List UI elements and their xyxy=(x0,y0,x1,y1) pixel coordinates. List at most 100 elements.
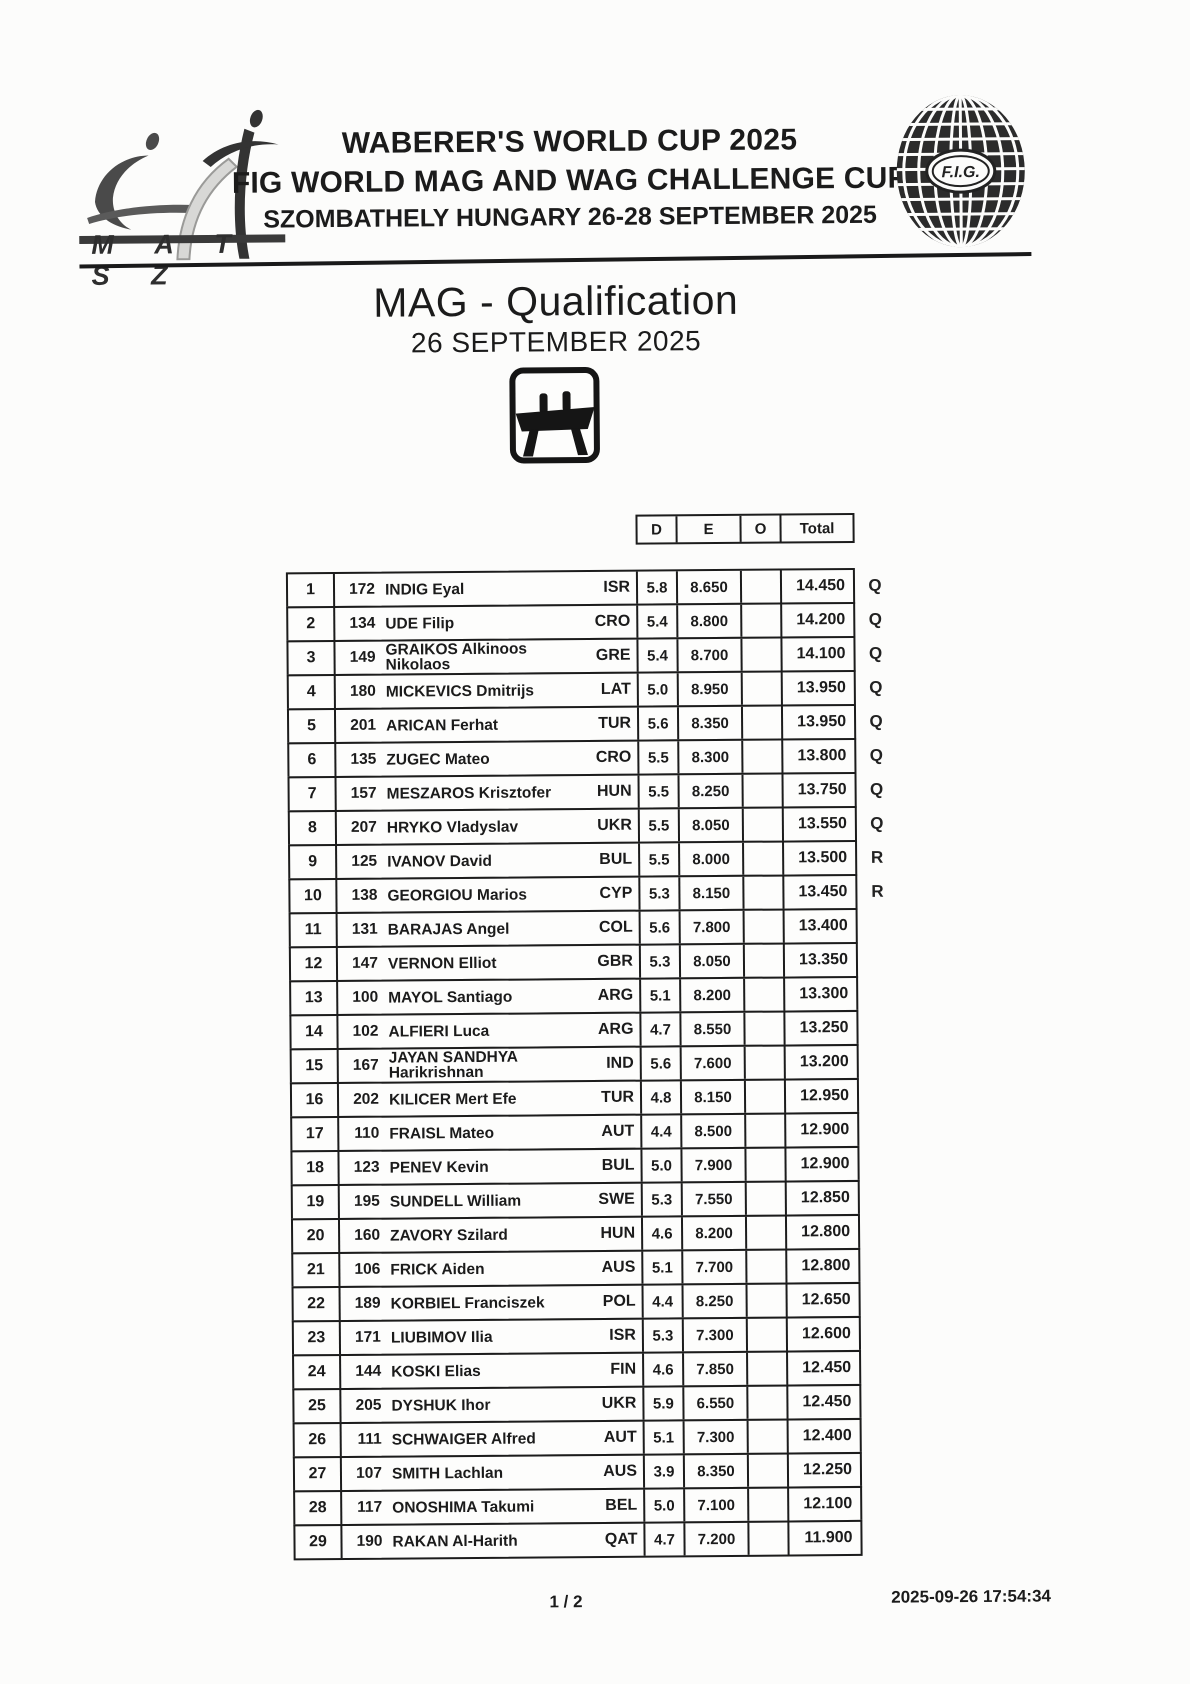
athlete-cell: 167 JAYAN SANDHYA Harikrishnan IND xyxy=(338,1047,642,1083)
rank-cell: 2 xyxy=(288,608,336,641)
e-score-cell: 8.650 xyxy=(677,570,743,604)
e-score-cell: 7.800 xyxy=(680,910,745,944)
athlete-cell: 157 MESZAROS Krisztofer HUN xyxy=(336,775,640,811)
total-score-cell: 12.650 xyxy=(801,1291,851,1309)
column-header-o: O xyxy=(741,515,782,542)
athlete-cell: 117 ONOSHIMA Takumi BEL xyxy=(342,1489,646,1525)
d-score-cell: 5.5 xyxy=(639,741,680,774)
rank-cell: 16 xyxy=(291,1084,340,1117)
country-code: POL xyxy=(602,1292,636,1310)
athlete-cell: 138 GEORGIOU Marios CYP xyxy=(337,877,641,913)
event-title-line3: SZOMBATHELY HUNGARY 26-28 SEPTEMBER 2025 xyxy=(263,200,878,234)
bib-number: 201 xyxy=(350,716,377,734)
event-title-line1: WABERER'S WORLD CUP 2025 xyxy=(341,123,798,160)
athlete-name: UDE Filip xyxy=(385,614,455,633)
column-header-d: D xyxy=(637,516,678,543)
country-code: AUT xyxy=(601,1122,635,1140)
o-score-cell xyxy=(742,672,783,705)
qualified-marker: Q xyxy=(869,779,884,799)
rank-cell: 28 xyxy=(295,1492,343,1525)
athlete-cell: 111 SCHWAIGER Alfred AUT xyxy=(341,1421,645,1457)
rank-cell: 24 xyxy=(294,1356,342,1389)
column-header-total: Total xyxy=(799,519,835,537)
qualified-marker xyxy=(860,1282,900,1318)
bib-number: 117 xyxy=(357,1498,383,1516)
d-score-cell: 4.6 xyxy=(644,1353,685,1386)
e-score-cell: 7.550 xyxy=(682,1182,747,1216)
athlete-cell: 201 ARICAN Ferhat TUR xyxy=(335,707,640,743)
country-code: BEL xyxy=(605,1496,638,1514)
bib-number: 123 xyxy=(353,1158,380,1176)
total-score-cell: 13.300 xyxy=(799,985,849,1003)
d-score-cell: 5.5 xyxy=(639,775,680,808)
athlete-name: SUNDELL William xyxy=(389,1192,522,1211)
country-code: AUT xyxy=(603,1428,637,1446)
total-score-cell: 14.450 xyxy=(796,577,846,595)
country-code: CRO xyxy=(594,612,631,630)
d-score-cell: 5.9 xyxy=(644,1387,685,1420)
bib-number: 157 xyxy=(350,784,377,802)
total-score-cell: 14.200 xyxy=(796,611,846,629)
qualified-marker: Q xyxy=(870,813,884,833)
e-score-cell: 8.350 xyxy=(678,706,744,740)
o-score-cell xyxy=(743,740,784,773)
d-score-cell: 5.3 xyxy=(640,877,681,910)
qualified-marker: Q xyxy=(869,745,884,765)
athlete-name: ARICAN Ferhat xyxy=(386,716,499,735)
qualified-marker xyxy=(862,1486,902,1522)
country-code: TUR xyxy=(601,1088,635,1106)
athlete-cell: 110 FRAISL Mateo AUT xyxy=(339,1115,643,1151)
qualified-marker xyxy=(861,1316,901,1352)
o-score-cell xyxy=(745,1046,786,1079)
d-score-cell: 4.4 xyxy=(643,1285,684,1318)
country-code: ISR xyxy=(609,1326,636,1344)
rank-cell: 5 xyxy=(288,710,337,743)
athlete-name: FRICK Aiden xyxy=(390,1260,485,1279)
o-score-cell xyxy=(747,1318,789,1351)
e-score-cell: 8.000 xyxy=(680,842,745,876)
o-score-cell xyxy=(747,1284,788,1317)
qualified-marker: Q xyxy=(868,643,883,663)
qualified-marker xyxy=(860,1248,900,1284)
rank-cell: 21 xyxy=(293,1254,341,1287)
total-score-cell: 12.900 xyxy=(800,1121,850,1139)
e-score-cell: 8.500 xyxy=(682,1114,747,1148)
rank-cell: 6 xyxy=(289,744,337,777)
country-code: BUL xyxy=(599,850,633,868)
athlete-name: LIUBIMOV Ilia xyxy=(390,1328,493,1347)
athlete-cell: 180 MICKEVICS Dmitrijs LAT xyxy=(335,673,639,709)
e-score-cell: 7.100 xyxy=(685,1488,750,1522)
d-score-cell: 5.4 xyxy=(638,605,679,638)
athlete-cell: 189 KORBIEL Franciszek POL xyxy=(340,1285,644,1321)
e-score-cell: 8.950 xyxy=(678,672,743,706)
title-block: MAG - Qualification 26 SEPTEMBER 2025 xyxy=(156,275,957,363)
athlete-cell: 205 DYSHUK Ihor UKR xyxy=(341,1387,645,1423)
d-score-cell: 5.8 xyxy=(637,571,679,604)
bib-number: 149 xyxy=(349,648,376,666)
country-code: SWE xyxy=(598,1190,635,1208)
page-title: MAG - Qualification xyxy=(373,276,739,326)
country-code: IND xyxy=(606,1054,634,1072)
bib-number: 147 xyxy=(352,954,379,972)
o-score-cell xyxy=(742,604,783,637)
country-code: AUS xyxy=(603,1462,638,1480)
e-score-cell: 8.200 xyxy=(681,978,746,1012)
o-score-cell xyxy=(748,1454,790,1487)
d-score-cell: 4.6 xyxy=(642,1217,684,1250)
rank-cell: 29 xyxy=(295,1526,343,1559)
e-score-cell: 8.250 xyxy=(679,774,744,808)
bib-number: 160 xyxy=(354,1226,381,1244)
qualified-marker: Q xyxy=(869,711,883,731)
qualified-marker: Q xyxy=(869,677,883,697)
d-score-cell: 5.5 xyxy=(639,809,681,842)
athlete-cell: 144 KOSKI Elias FIN xyxy=(341,1353,645,1389)
e-score-cell: 8.700 xyxy=(678,638,743,672)
e-score-cell: 7.300 xyxy=(683,1318,749,1352)
athlete-name: MAYOL Santiago xyxy=(388,988,513,1007)
event-title-line2: FIG WORLD MAG AND WAG CHALLENGE CUP xyxy=(231,161,908,200)
o-score-cell xyxy=(742,638,783,671)
d-score-cell: 5.6 xyxy=(638,707,680,740)
rank-cell: 22 xyxy=(293,1288,341,1321)
total-score-cell: 13.800 xyxy=(797,747,847,765)
